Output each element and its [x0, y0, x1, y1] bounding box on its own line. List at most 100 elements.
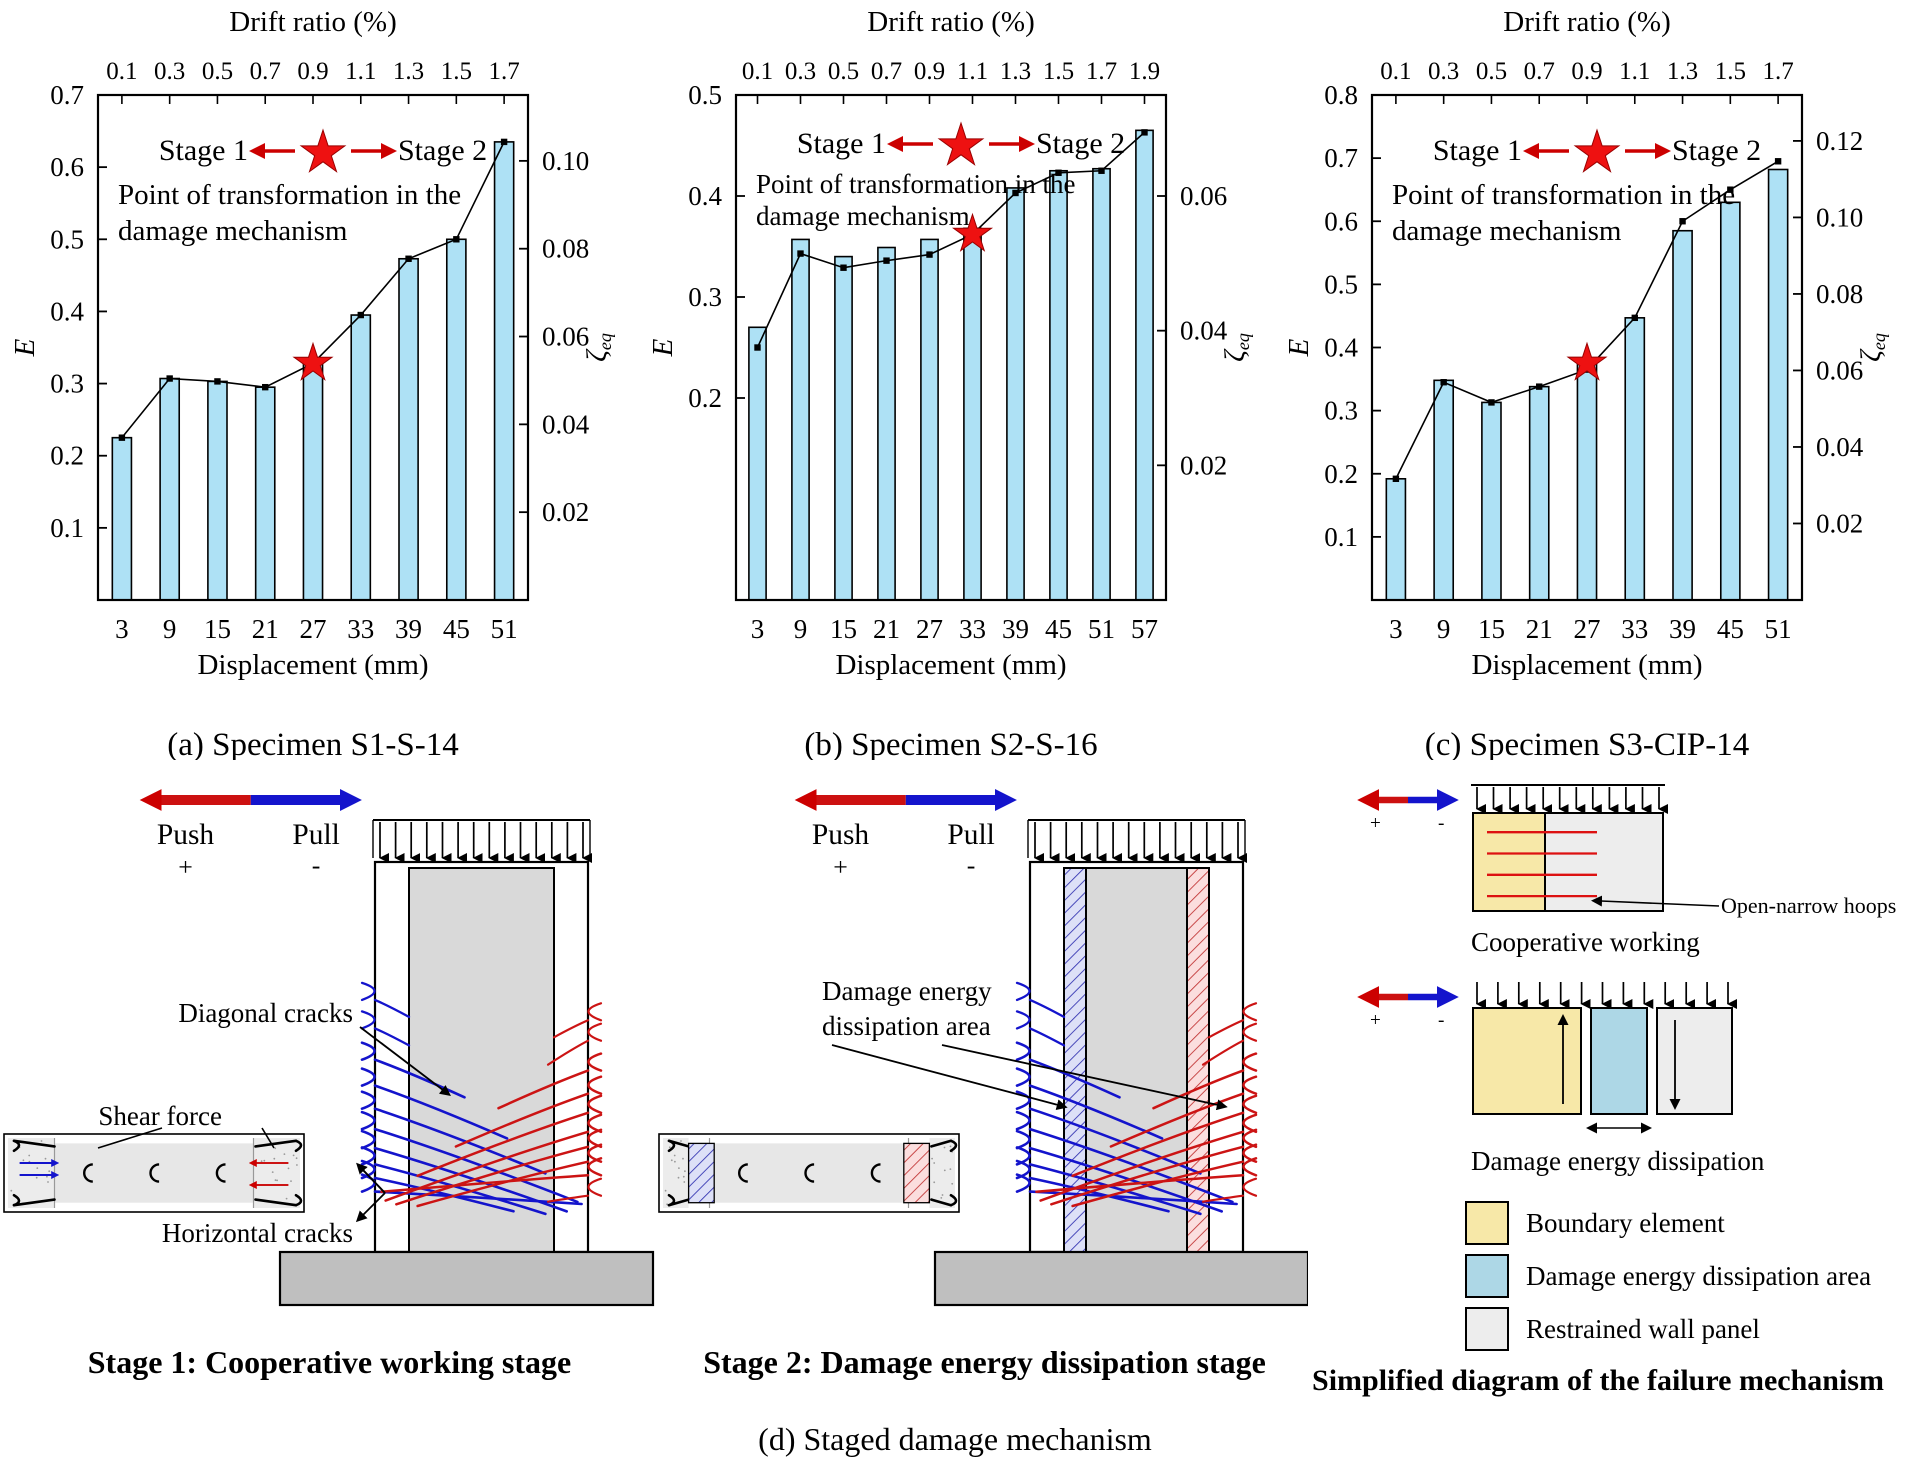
svg-text:21: 21 [873, 614, 900, 644]
svg-text:Pull: Pull [292, 819, 339, 851]
svg-text:-: - [1438, 1010, 1444, 1031]
svg-text:1.3: 1.3 [1000, 58, 1031, 85]
svg-text:0.5: 0.5 [50, 224, 84, 254]
svg-text:0.08: 0.08 [542, 234, 589, 264]
svg-text:Drift ratio (%): Drift ratio (%) [229, 6, 397, 38]
svg-text:0.3: 0.3 [1428, 58, 1459, 85]
svg-text:Damage energy dissipation area: Damage energy dissipation area [1526, 1261, 1871, 1291]
svg-text:0.3: 0.3 [1324, 396, 1358, 426]
svg-text:1.7: 1.7 [1086, 58, 1117, 85]
svg-text:33: 33 [347, 614, 374, 644]
svg-text:0.3: 0.3 [50, 369, 84, 399]
svg-text:E: E [9, 338, 41, 357]
svg-text:Point of transformation in the: Point of transformation in the [756, 169, 1075, 199]
svg-text:27: 27 [1574, 614, 1601, 644]
svg-text:0.06: 0.06 [1180, 181, 1227, 211]
svg-text:0.9: 0.9 [297, 58, 328, 85]
svg-text:0.04: 0.04 [542, 409, 590, 439]
svg-text:0.7: 0.7 [250, 58, 281, 85]
svg-text:Boundary element: Boundary element [1526, 1208, 1725, 1238]
svg-text:1.1: 1.1 [957, 58, 988, 85]
svg-text:1.5: 1.5 [441, 58, 472, 85]
svg-text:0.2: 0.2 [1324, 459, 1358, 489]
svg-text:39: 39 [395, 614, 422, 644]
svg-text:0.6: 0.6 [50, 152, 84, 182]
svg-text:1.5: 1.5 [1043, 58, 1074, 85]
svg-text:0.3: 0.3 [688, 282, 722, 312]
svg-text:Damage energy: Damage energy [822, 976, 992, 1006]
svg-text:dissipation area: dissipation area [822, 1011, 991, 1041]
svg-text:0.9: 0.9 [914, 58, 945, 85]
svg-text:Cooperative working: Cooperative working [1471, 927, 1700, 957]
svg-text:27: 27 [300, 614, 327, 644]
svg-text:Damage energy dissipation: Damage energy dissipation [1471, 1146, 1765, 1176]
svg-text:0.06: 0.06 [542, 322, 589, 352]
svg-text:+: + [178, 852, 193, 881]
svg-text:1.1: 1.1 [345, 58, 376, 85]
svg-text:0.1: 0.1 [1380, 58, 1411, 85]
svg-text:0.2: 0.2 [688, 383, 722, 413]
svg-text:45: 45 [1717, 614, 1744, 644]
svg-text:51: 51 [1765, 614, 1792, 644]
svg-text:0.3: 0.3 [785, 58, 816, 85]
svg-text:15: 15 [830, 614, 857, 644]
svg-text:Stage 2: Damage energy dissipa: Stage 2: Damage energy dissipation stage [703, 1344, 1266, 1380]
svg-text:damage mechanism: damage mechanism [756, 201, 970, 231]
svg-text:0.12: 0.12 [1816, 126, 1863, 156]
svg-text:Stage 2: Stage 2 [1036, 127, 1125, 160]
svg-text:0.7: 0.7 [50, 80, 84, 110]
svg-text:(c) Specimen S3-CIP-14: (c) Specimen S3-CIP-14 [1425, 727, 1749, 760]
svg-text:E: E [1283, 338, 1315, 357]
svg-text:Open-narrow hoops: Open-narrow hoops [1721, 893, 1896, 918]
svg-text:E: E [647, 338, 679, 357]
svg-text:Push: Push [157, 819, 214, 851]
svg-text:0.5: 0.5 [688, 80, 722, 110]
svg-text:0.1: 0.1 [50, 513, 84, 543]
svg-text:Displacement (mm): Displacement (mm) [835, 649, 1066, 681]
svg-text:0.04: 0.04 [1180, 316, 1228, 346]
svg-text:Drift ratio (%): Drift ratio (%) [1503, 6, 1671, 38]
svg-text:9: 9 [163, 614, 177, 644]
svg-text:+: + [833, 852, 848, 881]
svg-text:+: + [1370, 813, 1381, 834]
svg-text:0.9: 0.9 [1571, 58, 1602, 85]
svg-text:9: 9 [794, 614, 808, 644]
svg-text:(a) Specimen S1-S-14: (a) Specimen S1-S-14 [167, 727, 458, 760]
svg-text:Displacement (mm): Displacement (mm) [1471, 649, 1702, 681]
svg-text:Stage 1: Stage 1 [797, 127, 886, 160]
svg-text:0.10: 0.10 [542, 146, 589, 176]
svg-text:-: - [967, 851, 976, 880]
svg-text:Stage 1: Stage 1 [1433, 134, 1522, 167]
svg-text:51: 51 [1088, 614, 1115, 644]
svg-text:33: 33 [1621, 614, 1648, 644]
svg-text:15: 15 [204, 614, 231, 644]
svg-text:+: + [1370, 1010, 1381, 1031]
svg-text:39: 39 [1002, 614, 1029, 644]
svg-text:0.02: 0.02 [1180, 450, 1227, 480]
svg-text:Point of transformation in the: Point of transformation in the [118, 179, 461, 211]
svg-text:damage mechanism: damage mechanism [118, 215, 348, 247]
svg-text:Horizontal cracks: Horizontal cracks [162, 1218, 353, 1248]
svg-text:Pull: Pull [947, 819, 994, 851]
svg-text:21: 21 [252, 614, 279, 644]
svg-text:0.5: 0.5 [1476, 58, 1507, 85]
svg-text:-: - [312, 851, 321, 880]
svg-text:27: 27 [916, 614, 943, 644]
svg-text:0.5: 0.5 [828, 58, 859, 85]
svg-text:Restrained wall panel: Restrained wall panel [1526, 1314, 1760, 1344]
svg-text:Stage 1: Stage 1 [159, 134, 248, 167]
svg-text:3: 3 [1389, 614, 1403, 644]
svg-text:0.8: 0.8 [1324, 80, 1358, 110]
svg-text:Drift ratio (%): Drift ratio (%) [867, 6, 1035, 38]
svg-text:51: 51 [491, 614, 518, 644]
svg-text:57: 57 [1131, 614, 1158, 644]
svg-text:0.04: 0.04 [1816, 432, 1864, 462]
svg-text:0.7: 0.7 [871, 58, 902, 85]
svg-text:39: 39 [1669, 614, 1696, 644]
svg-text:15: 15 [1478, 614, 1505, 644]
svg-text:0.10: 0.10 [1816, 202, 1863, 232]
svg-text:33: 33 [959, 614, 986, 644]
svg-text:45: 45 [1045, 614, 1072, 644]
svg-text:(b) Specimen S2-S-16: (b) Specimen S2-S-16 [804, 727, 1097, 760]
svg-text:0.1: 0.1 [1324, 522, 1358, 552]
